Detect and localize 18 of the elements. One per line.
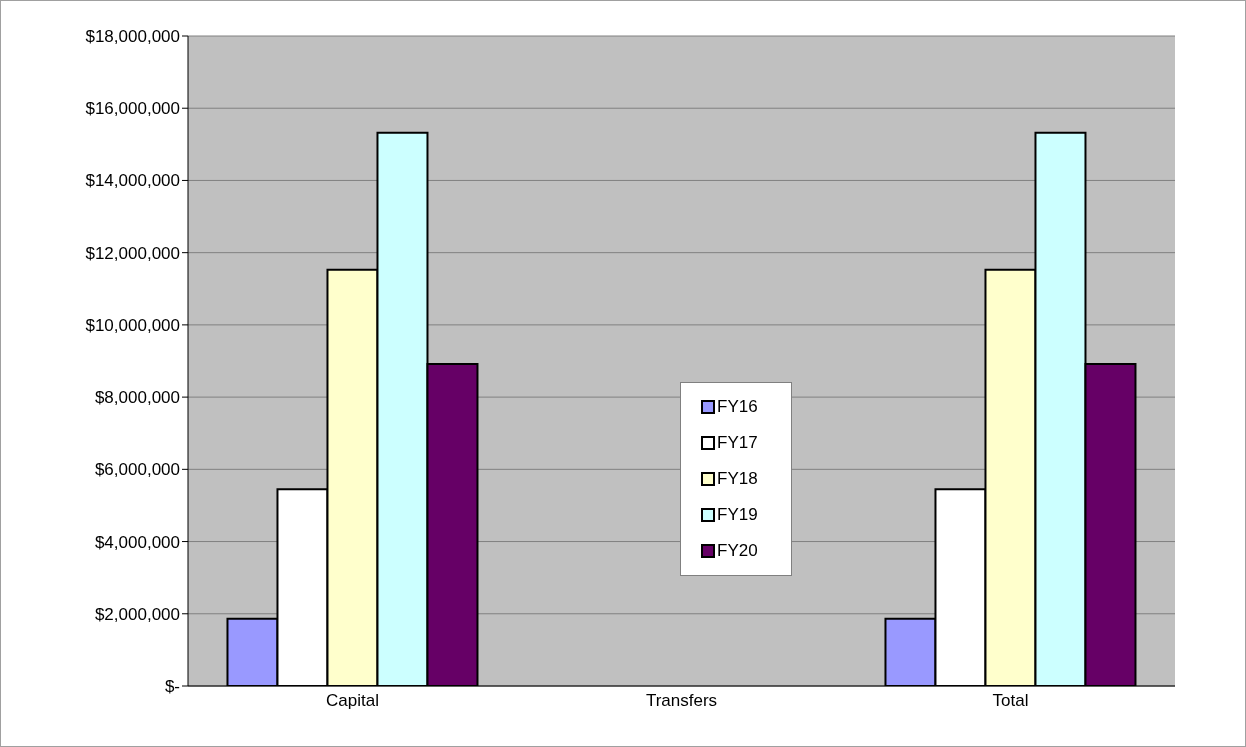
x-tick-label: Transfers [645, 691, 718, 711]
legend-label: FY20 [717, 541, 758, 561]
y-tick-label: $10,000,000 [85, 315, 180, 335]
y-tick-label: $4,000,000 [94, 532, 180, 552]
x-tick-label: Total [992, 691, 1029, 711]
y-tick-label: $6,000,000 [94, 460, 180, 480]
legend-label: FY16 [717, 397, 758, 417]
y-tick-label: $8,000,000 [94, 388, 180, 408]
y-tick-label: $16,000,000 [85, 99, 180, 119]
legend-label: FY19 [717, 505, 758, 525]
y-tick-label: $- [164, 677, 180, 697]
y-tick-label: $2,000,000 [94, 604, 180, 624]
y-tick-label: $18,000,000 [85, 27, 180, 47]
y-tick-label: $12,000,000 [85, 243, 180, 263]
legend-label: FY18 [717, 469, 758, 489]
legend-label: FY17 [717, 433, 758, 453]
y-tick-label: $14,000,000 [85, 171, 180, 191]
x-tick-label: Capital [326, 691, 379, 711]
